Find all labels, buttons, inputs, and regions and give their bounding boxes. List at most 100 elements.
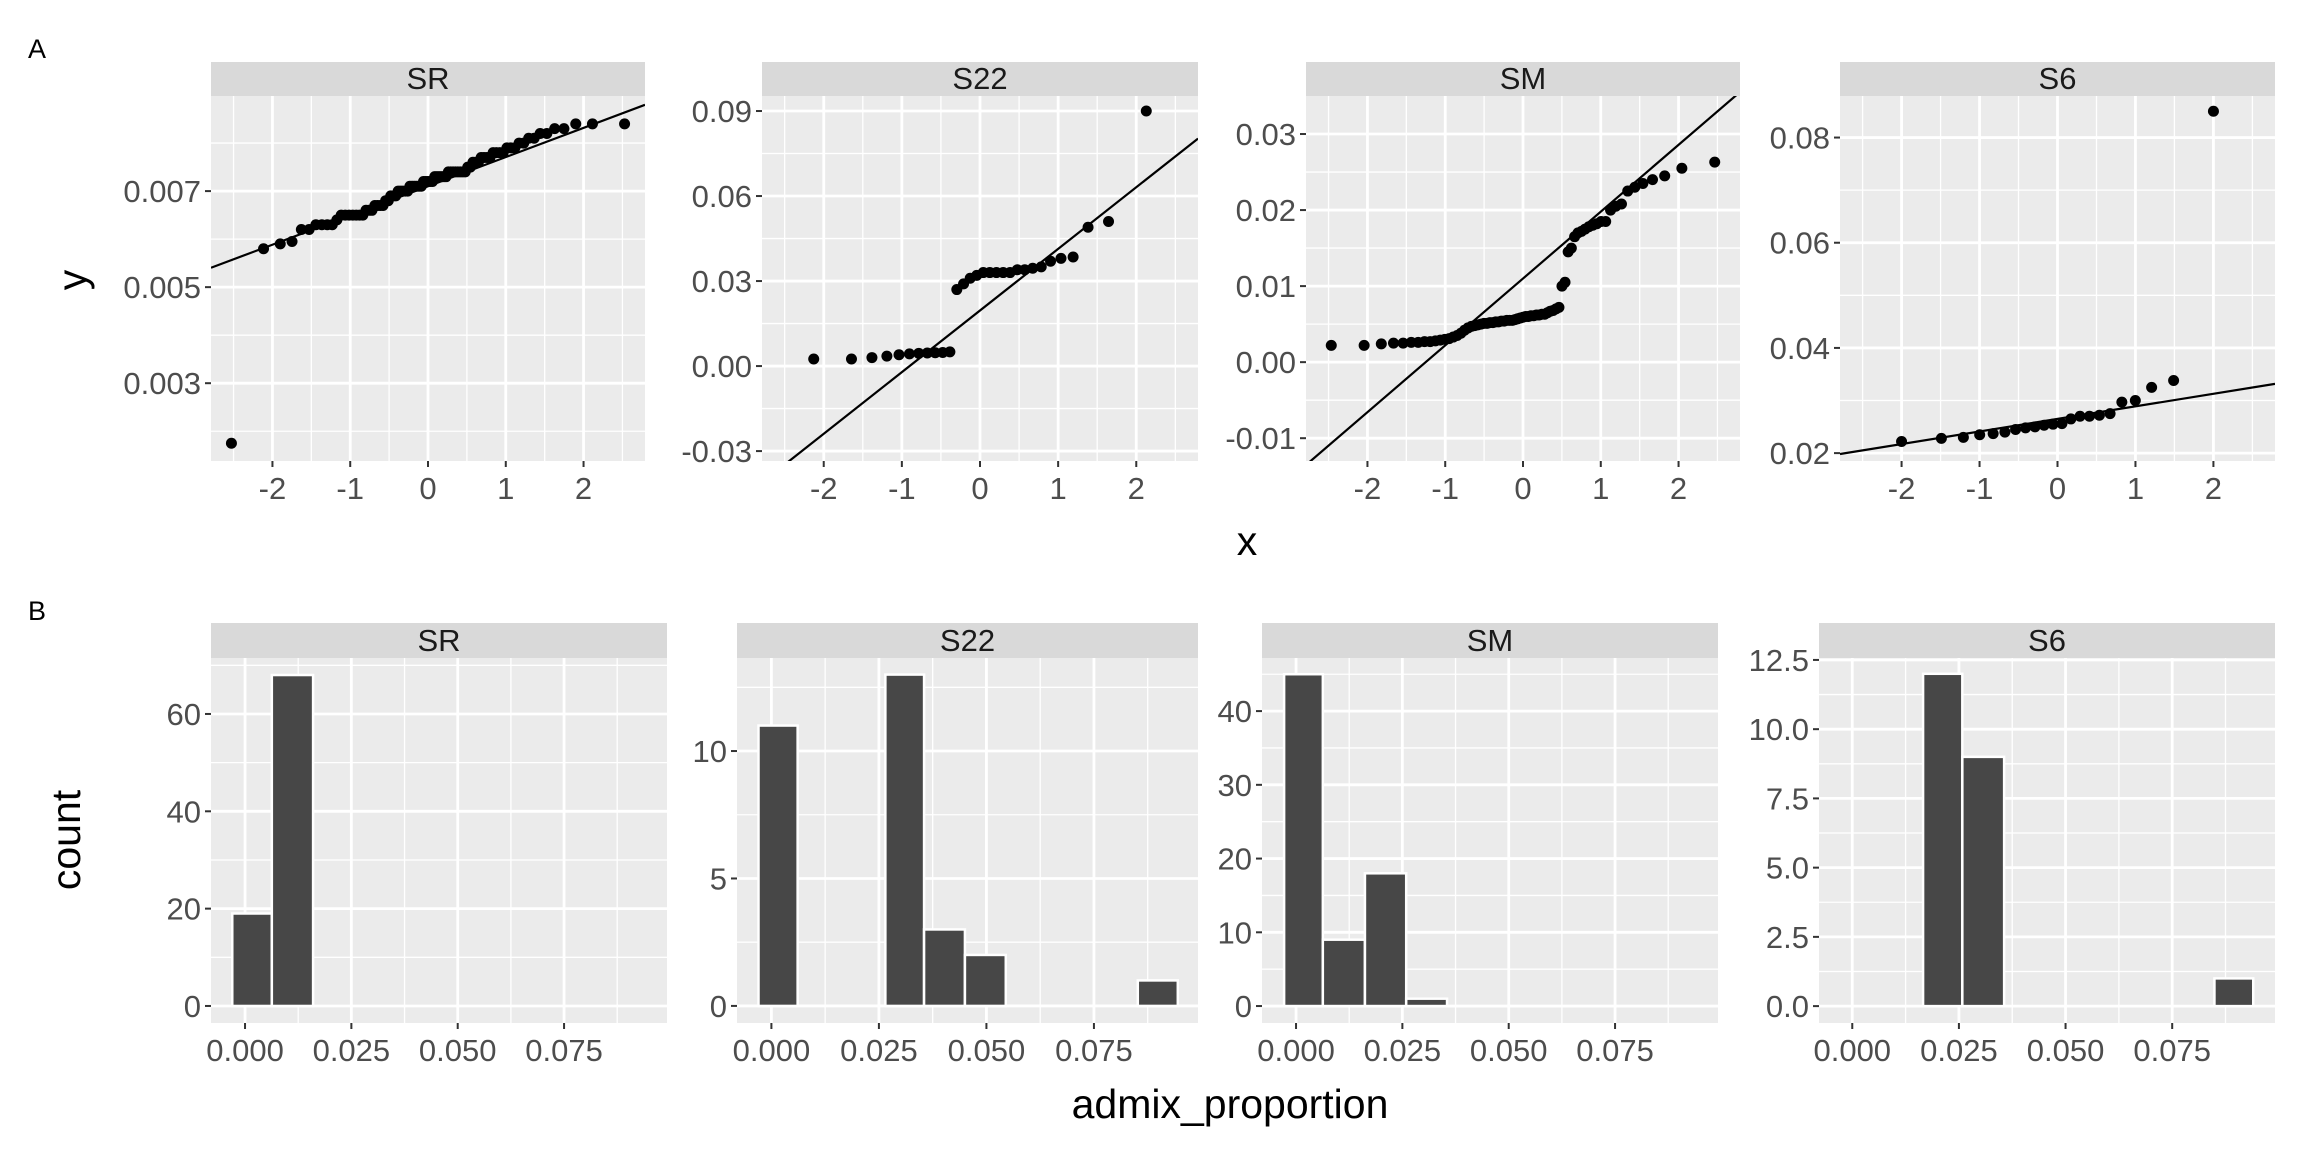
qq-point: [1709, 156, 1721, 168]
y-tick-label: -0.01: [1225, 421, 1296, 456]
y-tick-label: 40: [1218, 694, 1252, 729]
x-tick-label: 2: [2205, 471, 2222, 506]
histogram-bar: [1282, 672, 1325, 1008]
panel-tag-b: B: [28, 596, 46, 626]
x-tick-label: 0: [1514, 471, 1531, 506]
qq-point: [1358, 339, 1370, 351]
y-tick-label: 40: [167, 794, 201, 829]
x-tick-label: -2: [1354, 471, 1382, 506]
y-tick-label: 0.09: [692, 94, 752, 129]
panel-marks: [1282, 672, 1449, 1008]
qq-point: [1647, 174, 1659, 186]
x-tick-label: 0: [2049, 471, 2066, 506]
qq-reference-line: [1840, 382, 2275, 456]
x-tick-label: 2: [575, 471, 592, 506]
panel-a-s22: S22 -0.03 0.00 0.03 0.06 0.09 -2 -1 0 1 2: [681, 61, 1198, 506]
y-tick-label: 0.08: [1770, 121, 1830, 156]
histogram-bar: [922, 928, 967, 1008]
y-tick-label: 0.00: [1236, 345, 1296, 380]
panel-marks: [231, 673, 315, 1008]
panel-marks: [1840, 105, 2275, 456]
x-tick-label: 0.050: [1470, 1033, 1548, 1068]
y-tick-label: 0.005: [123, 270, 201, 305]
qq-point: [808, 353, 820, 365]
qq-point: [286, 236, 298, 248]
y-tick-label: 0.02: [1236, 193, 1296, 228]
panel-background: [1819, 658, 2275, 1023]
x-tick-label: 2: [1128, 471, 1145, 506]
qq-point: [2146, 381, 2158, 393]
y-tick-label: 0.06: [692, 179, 752, 214]
facet-strip: [1262, 623, 1718, 658]
facet-strip-label: SM: [1467, 623, 1514, 658]
qq-point: [866, 352, 878, 364]
qq-point: [1387, 337, 1399, 349]
panel-b-sm: SM 0 10 20 30 40 0.000 0.025 0.050 0.075: [1218, 623, 1718, 1068]
qq-point: [295, 224, 307, 236]
y-tick-label: -0.03: [681, 434, 752, 469]
qq-point: [2029, 421, 2041, 433]
y-tick-label: 0.007: [123, 174, 201, 209]
qq-point: [1987, 428, 1999, 440]
facet-strip-label: SM: [1500, 61, 1547, 96]
x-tick-label: 1: [2127, 471, 2144, 506]
qq-point: [1140, 105, 1152, 117]
qq-point: [2020, 422, 2032, 434]
x-tick-label: 0.025: [840, 1033, 918, 1068]
qq-point: [2207, 105, 2219, 117]
panel-b-sr: SR 0 20 40 60 0.000 0.025 0.050 0.075: [167, 623, 667, 1068]
x-tick-label: -1: [888, 471, 916, 506]
qq-point: [274, 238, 286, 250]
y-tick-label: 0: [184, 989, 201, 1024]
qq-point: [558, 123, 570, 135]
x-tick-label: 0.050: [2027, 1033, 2105, 1068]
hist-y-axis-title: count: [43, 789, 89, 890]
qq-point: [1999, 426, 2011, 438]
panel-marks: [757, 673, 1180, 1008]
qq-point: [1896, 436, 1908, 448]
y-tick-label: 0.00: [692, 349, 752, 384]
x-tick-label: 1: [1592, 471, 1609, 506]
qq-point: [586, 118, 598, 130]
qq-point: [2010, 423, 2022, 435]
qq-point: [1553, 301, 1565, 313]
qq-point: [2083, 410, 2095, 422]
qq-point: [1615, 198, 1627, 210]
y-tick-label: 0.03: [1236, 117, 1296, 152]
qq-point: [1565, 242, 1577, 254]
x-tick-label: 0.075: [1576, 1033, 1654, 1068]
histogram-bar: [963, 953, 1008, 1008]
qq-point: [2168, 375, 2180, 387]
y-tick-label: 0.0: [1766, 989, 1809, 1024]
qq-point: [1067, 251, 1079, 263]
facet-strip: [211, 62, 645, 96]
x-tick-label: 0.075: [1055, 1033, 1133, 1068]
y-tick-label: 0.003: [123, 366, 201, 401]
facet-strip-label: S6: [2039, 61, 2077, 96]
y-tick-label: 0.01: [1236, 269, 1296, 304]
qq-point: [1397, 337, 1409, 349]
histogram-bar: [757, 724, 799, 1008]
qq-point: [1103, 216, 1115, 228]
x-tick-label: -1: [336, 471, 364, 506]
qq-reference-line: [1308, 96, 1738, 461]
qq-point: [1082, 221, 1094, 233]
facet-strip: [737, 623, 1198, 658]
facet-strip: [1819, 623, 2275, 658]
qq-point: [1045, 255, 1057, 267]
y-tick-label: 2.5: [1766, 920, 1809, 955]
qq-point: [944, 346, 956, 358]
y-tick-label: 10.0: [1749, 712, 1809, 747]
y-tick-label: 20: [1218, 842, 1252, 877]
x-tick-label: 0.025: [1364, 1033, 1442, 1068]
x-tick-label: 0.075: [525, 1033, 603, 1068]
histogram-bar: [1321, 938, 1367, 1008]
histogram-bar: [884, 673, 926, 1008]
panel-marks: [211, 103, 645, 449]
qq-point: [2116, 396, 2128, 408]
x-tick-label: -2: [810, 471, 838, 506]
qq-point: [1375, 338, 1387, 350]
y-tick-label: 0: [710, 989, 727, 1024]
